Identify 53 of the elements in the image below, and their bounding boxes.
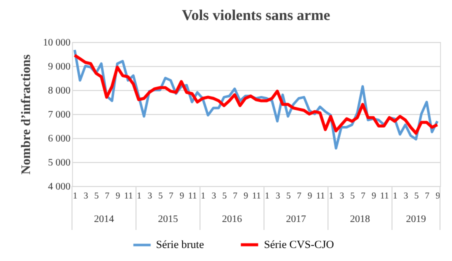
x-tick-label: 1 xyxy=(392,190,398,200)
x-tick-label: 9 xyxy=(244,190,249,200)
x-tick-label: 7 xyxy=(360,190,366,200)
y-tick-label: 4 000 xyxy=(48,182,70,192)
x-tick-label: 1 xyxy=(136,190,142,200)
x-tick-label: 1 xyxy=(264,190,270,200)
text: 2016 xyxy=(222,214,242,225)
x-tick-label: 9 xyxy=(116,190,121,200)
x-tick-label: 1 xyxy=(200,190,206,200)
chart-title: Vols violents sans arme xyxy=(182,8,330,24)
x-tick-label: 5 xyxy=(286,190,292,200)
x-tick-label: 5 xyxy=(414,190,420,200)
y-tick-label: 5 000 xyxy=(48,158,70,168)
text: 2018 xyxy=(350,214,370,225)
x-tick-label: 3 xyxy=(84,190,89,200)
x-tick-label: 7 xyxy=(104,190,110,200)
x-tick-label: 1 xyxy=(328,190,334,200)
x-tick-label: 7 xyxy=(424,190,430,200)
text: 2015 xyxy=(158,214,178,225)
x-tick-label: 9 xyxy=(372,190,377,200)
x-tick-label: 7 xyxy=(232,190,238,200)
x-tick-label: 7 xyxy=(168,190,174,200)
text: 2014 xyxy=(94,214,114,225)
line-series xyxy=(73,54,439,135)
x-tick-label: 3 xyxy=(212,190,217,200)
y-tick-label: 9 000 xyxy=(48,62,70,72)
text: 2017 xyxy=(286,214,306,225)
x-tick-label: 3 xyxy=(276,190,281,200)
y-axis-title: Nombre d’infractions xyxy=(18,54,33,175)
x-tick-label: 3 xyxy=(404,190,409,200)
y-tick-label: 6 000 xyxy=(48,134,70,144)
x-tick-label: 7 xyxy=(296,190,302,200)
x-tick-label: 3 xyxy=(340,190,345,200)
x-tick-label: 1 xyxy=(72,190,78,200)
y-tick-label: 10 000 xyxy=(43,38,70,48)
x-tick-label: 11 xyxy=(380,190,389,200)
x-tick-label: 9 xyxy=(308,190,313,200)
x-tick-label: 11 xyxy=(316,190,325,200)
x-tick-label: 5 xyxy=(94,190,100,200)
x-tick-label: 9 xyxy=(180,190,185,200)
y-tick-label: 7 000 xyxy=(48,110,70,120)
x-tick-label: 9 xyxy=(436,190,441,200)
text: 2019 xyxy=(406,214,426,225)
x-tick-label: 11 xyxy=(124,190,133,200)
x-tick-label: 5 xyxy=(158,190,164,200)
x-tick-label: 3 xyxy=(148,190,153,200)
legend-label: Série brute xyxy=(156,239,204,251)
x-tick-label: 11 xyxy=(188,190,197,200)
x-tick-label: 5 xyxy=(350,190,356,200)
y-tick-label: 8 000 xyxy=(48,86,70,96)
x-tick-label: 11 xyxy=(252,190,261,200)
x-tick-label: 5 xyxy=(222,190,228,200)
legend-label: Série CVS-CJO xyxy=(264,238,334,251)
